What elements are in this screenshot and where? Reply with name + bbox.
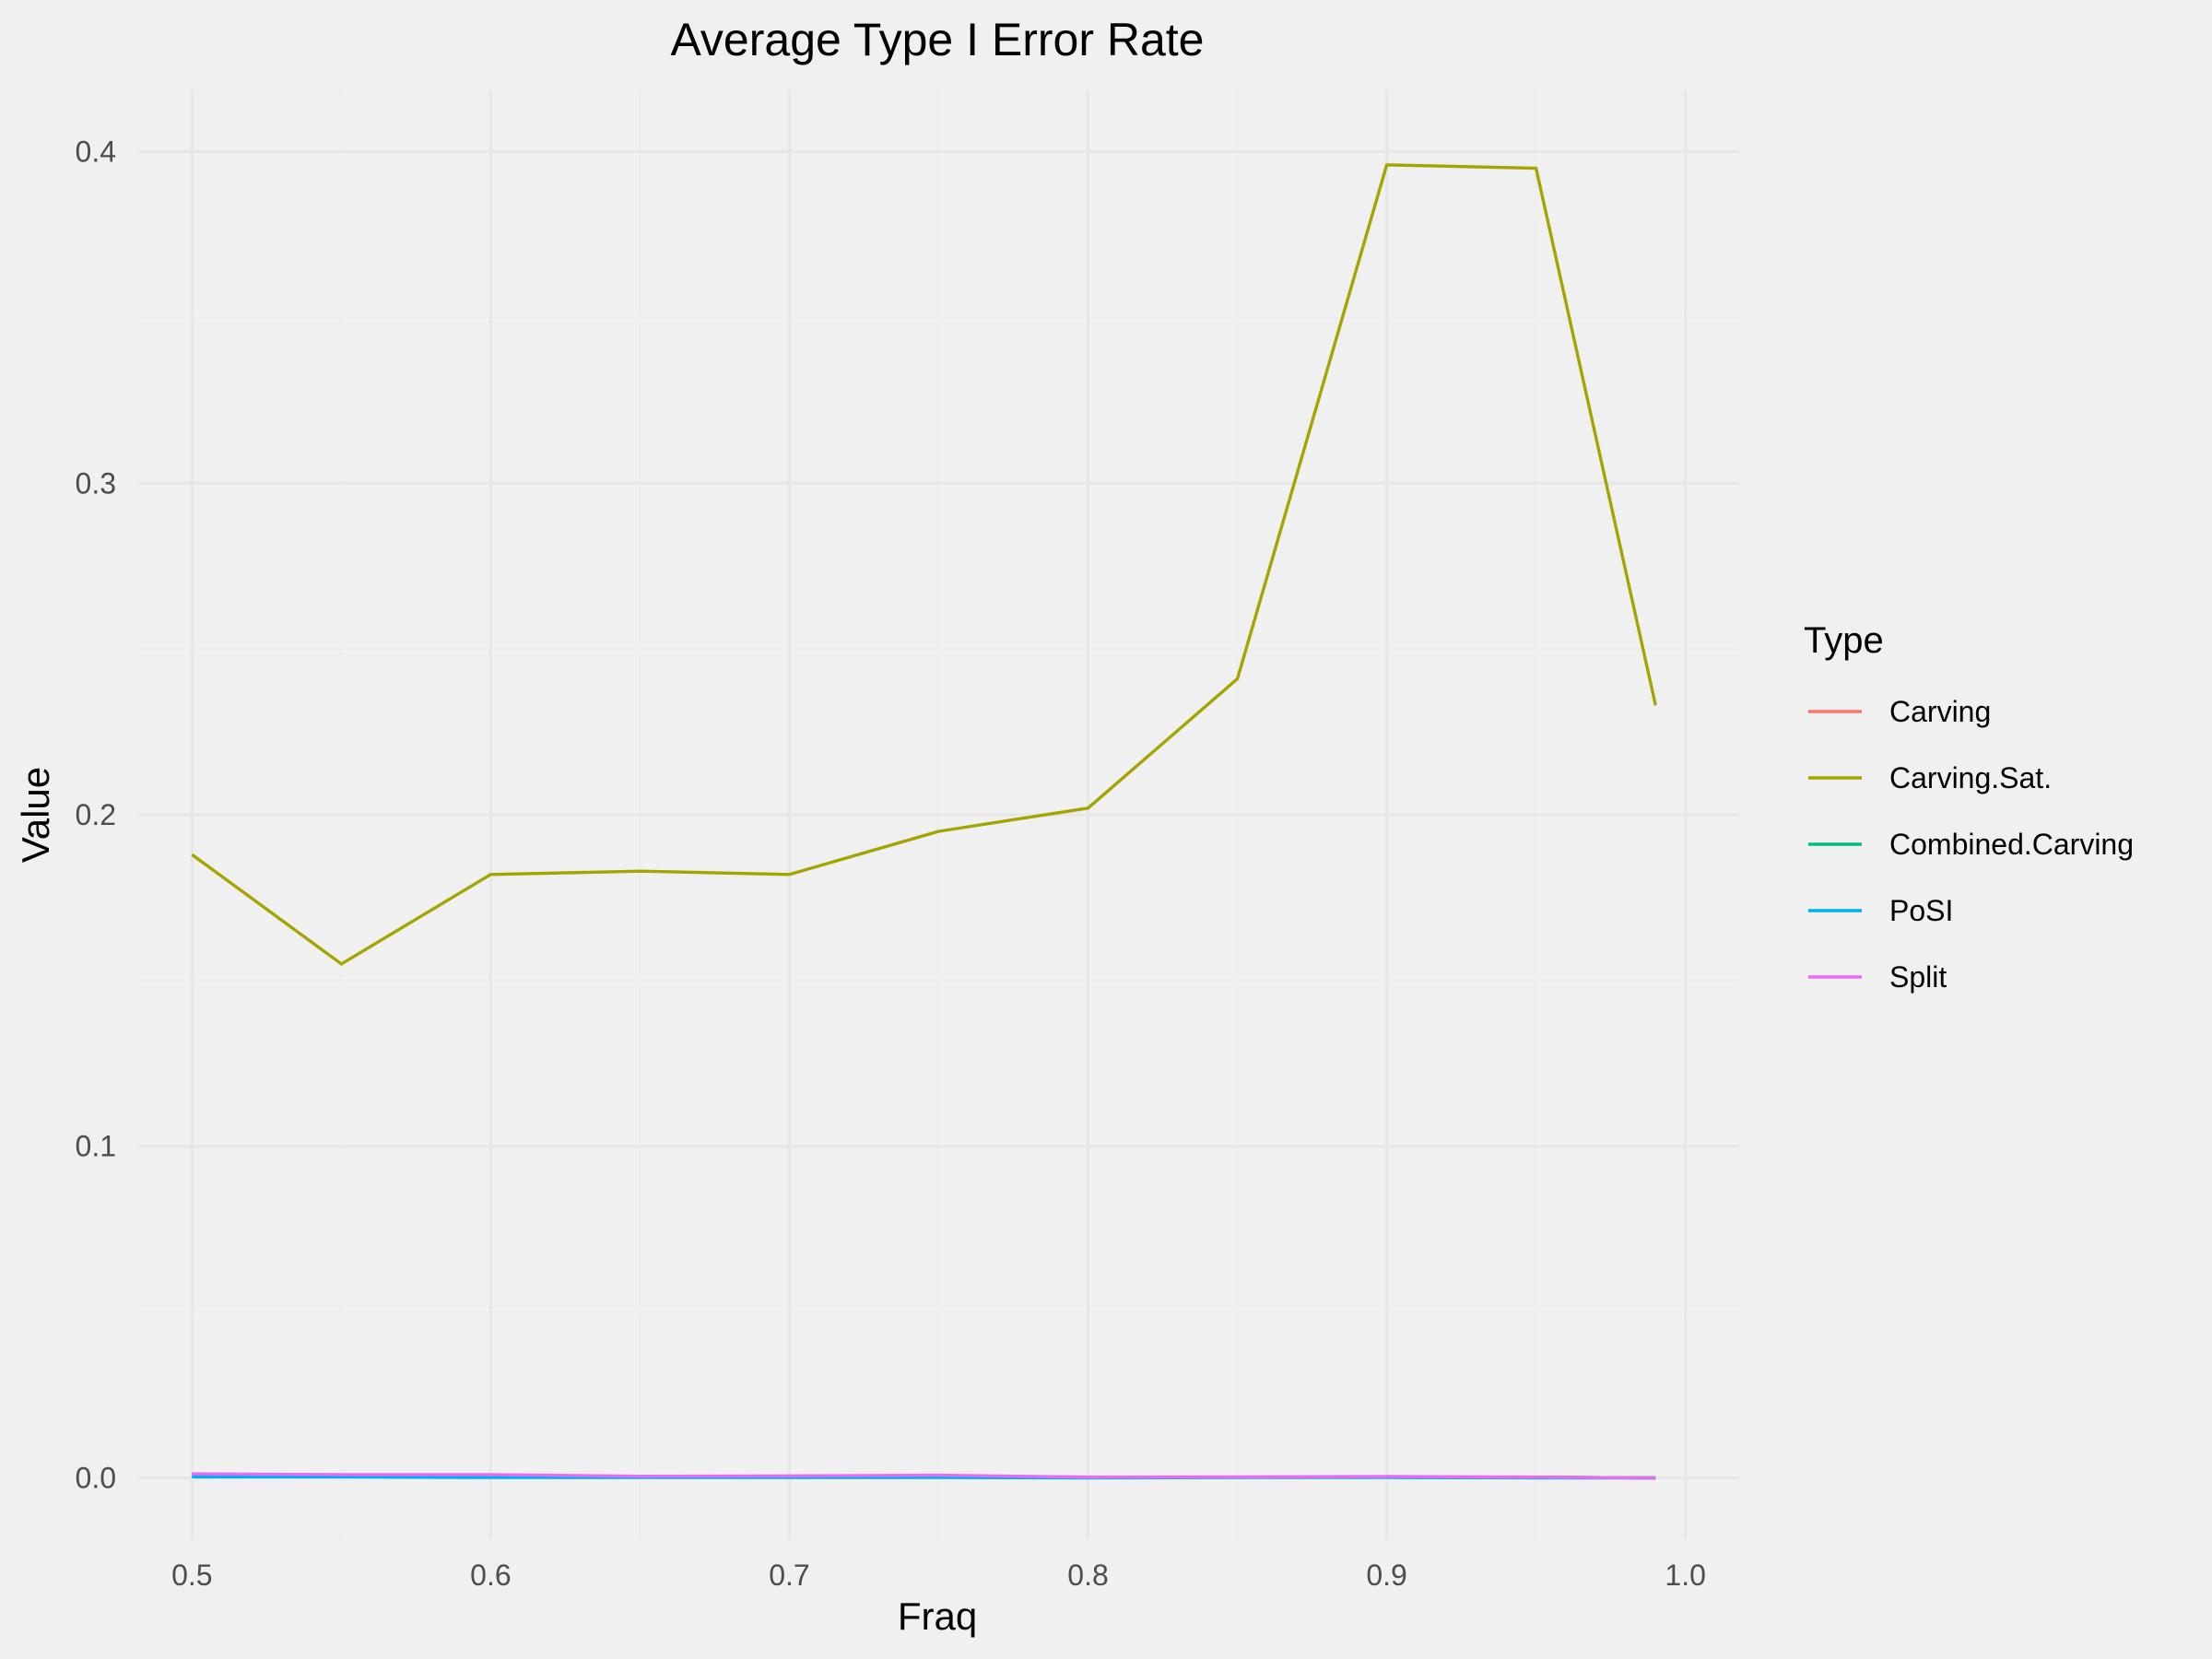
grid-layer	[138, 90, 1739, 1539]
y-tick-label: 0.4	[76, 135, 116, 169]
legend-item-combined-carving: Combined.Carving	[1808, 828, 2134, 861]
series-line-split	[192, 1472, 1656, 1480]
x-tick-label: 0.7	[769, 1559, 809, 1592]
legend-label-carving-sat: Carving.Sat.	[1889, 761, 2052, 794]
legend-label-posi: PoSI	[1889, 894, 1953, 927]
legend-label-split: Split	[1889, 960, 1947, 994]
x-tick-label: 0.9	[1366, 1559, 1406, 1592]
y-tick-label: 0.2	[76, 798, 116, 831]
y-tick-label: 0.1	[76, 1130, 116, 1163]
legend-title: Type	[1804, 620, 1884, 661]
y-axis-title: Value	[14, 767, 57, 863]
x-axis-title: Fraq	[898, 1594, 977, 1638]
x-tick-label: 0.6	[470, 1559, 511, 1592]
legend-label-combined-carving: Combined.Carving	[1889, 828, 2134, 861]
series-line-carving-sat	[191, 163, 1657, 966]
y-tick-label: 0.3	[76, 466, 116, 500]
x-tick-label: 0.5	[171, 1559, 212, 1592]
x-tick-label: 1.0	[1665, 1559, 1705, 1592]
legend-item-carving-sat: Carving.Sat.	[1808, 761, 2052, 794]
legend: Type Carving Carving.Sat. Combined.Carving…	[1804, 620, 2134, 994]
x-tick-label: 0.8	[1067, 1559, 1108, 1592]
chart-title: Average Type I Error Rate	[670, 14, 1204, 65]
legend-label-carving: Carving	[1889, 695, 1991, 728]
legend-item-split: Split	[1808, 960, 1947, 994]
legend-item-carving: Carving	[1808, 695, 1991, 728]
legend-item-posi: PoSI	[1808, 894, 1953, 927]
series-layer	[191, 163, 1657, 1480]
axis-layer: 0.5 0.6 0.7 0.8 0.9 1.0 0.0 0.1 0.2 0.3 0.4	[76, 135, 1706, 1592]
y-tick-label: 0.0	[76, 1461, 116, 1494]
